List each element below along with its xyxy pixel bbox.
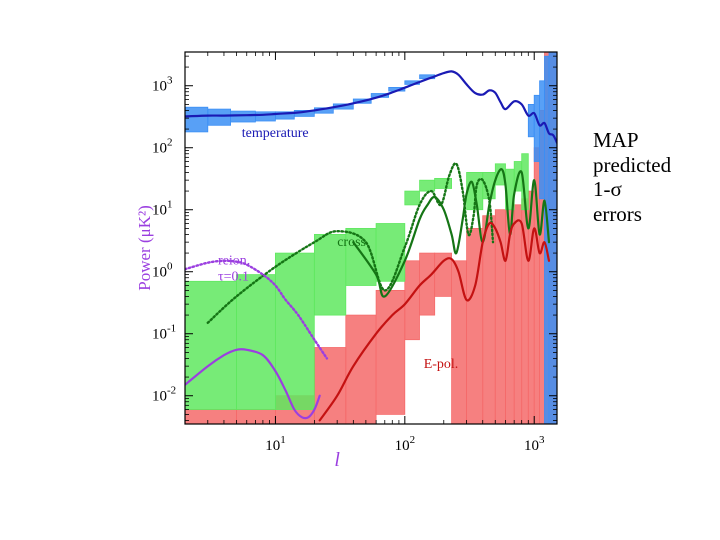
epol-annotation: E-pol.	[424, 357, 459, 372]
side-note-line-2: predicted	[593, 152, 672, 177]
reion-annotation: τ=0.1	[218, 270, 249, 285]
epol-solid-line	[318, 219, 551, 422]
epol-error-box	[451, 260, 467, 424]
y-tick-label: 100	[152, 261, 173, 281]
side-note-line-4: errors	[593, 201, 642, 226]
temperature-error-box	[533, 94, 541, 162]
temperature-error-box	[185, 106, 209, 133]
epol-error-box	[482, 215, 496, 424]
temperature-error-box	[548, 52, 557, 424]
cross-error-box	[185, 280, 237, 410]
y-tick-label: 102	[152, 137, 173, 157]
cross-error-box	[236, 274, 276, 410]
epol-error-box	[513, 204, 523, 424]
plot-frame	[184, 51, 558, 425]
x-tick-label: 101	[265, 434, 286, 454]
y-tick-label: 103	[152, 75, 173, 95]
cross-error-box	[313, 233, 347, 316]
y-tick-label: 10-1	[152, 323, 176, 343]
reion-annotation: reion.	[218, 254, 250, 269]
cross-annotation: cross	[337, 235, 366, 250]
epol-error-box	[313, 347, 347, 424]
temperature-error-box	[527, 104, 535, 138]
cross-error-box	[404, 190, 420, 206]
x-tick-label: 102	[395, 434, 416, 454]
side-note-line-3: 1-σ	[593, 177, 622, 201]
temperature-error-box	[230, 110, 256, 123]
epol-error-box	[185, 409, 237, 424]
side-note: MAP predicted 1-σ errors	[593, 128, 713, 226]
y-axis-title: Power (μK²)	[135, 205, 154, 291]
reion-dotted-line	[185, 259, 329, 360]
y-tick-label: 10-2	[152, 385, 176, 405]
cross-solid-line	[352, 168, 551, 298]
cross-error-box	[419, 179, 436, 192]
x-tick-label: 103	[524, 434, 545, 454]
cross-error-box	[434, 177, 453, 189]
reion-solid-line	[185, 348, 321, 420]
temperature-error-box	[539, 80, 545, 200]
temperature-error-box	[207, 108, 232, 126]
side-note-line-1: MAP	[593, 128, 639, 152]
temperature-solid-line	[185, 70, 557, 144]
epol-error-box	[434, 252, 453, 297]
x-axis-title: l	[334, 449, 340, 471]
epol-error-box	[375, 289, 406, 415]
y-tick-label: 101	[152, 199, 173, 219]
temperature-annotation: temperature	[242, 126, 309, 141]
